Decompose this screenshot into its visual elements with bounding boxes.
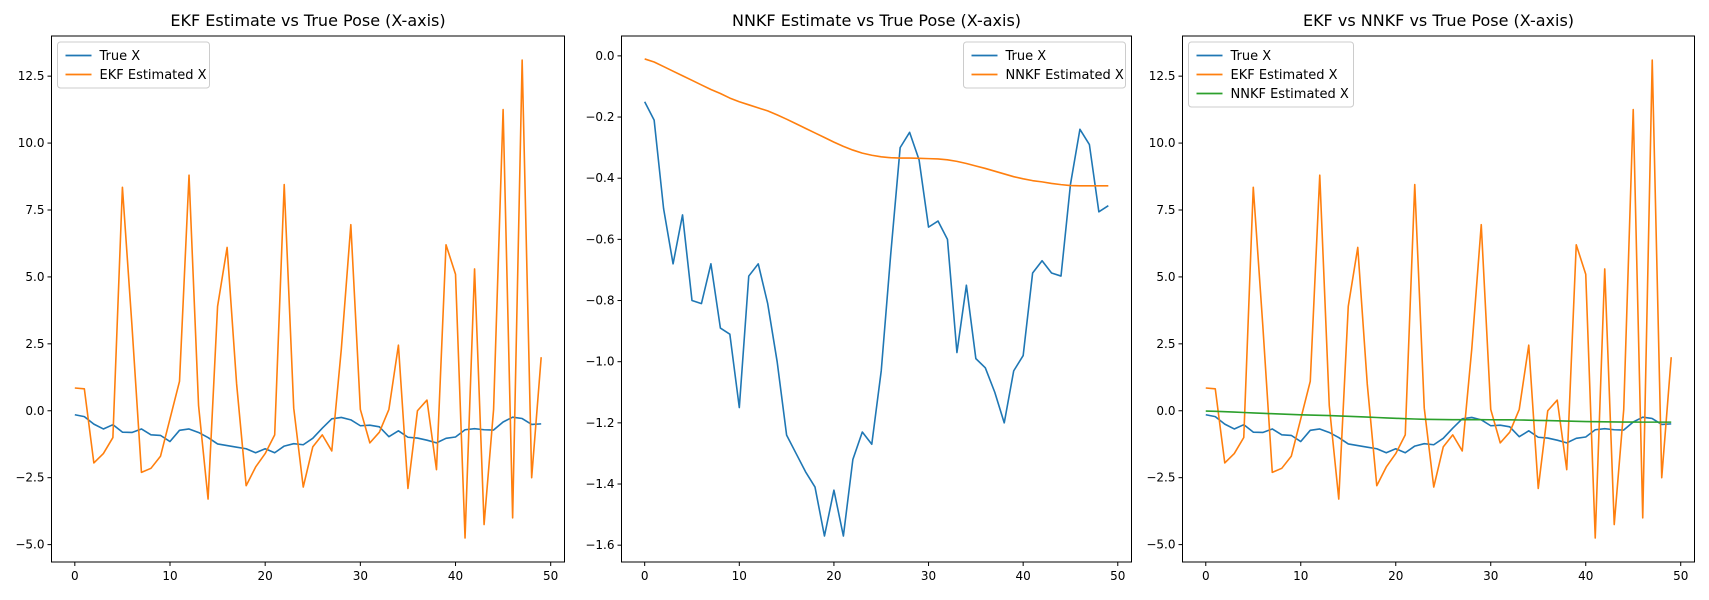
legend-box [963, 41, 1126, 89]
x-tick-label: 0 [641, 569, 649, 583]
series-line-ekf-estimated-x [1205, 59, 1673, 539]
y-tick-label: 10.0 [18, 136, 45, 150]
x-tick-label: 30 [1483, 569, 1498, 583]
x-tick-label: 40 [1016, 569, 1031, 583]
y-tick-label: −0.6 [585, 232, 614, 246]
series-group [74, 59, 542, 539]
legend-label-true-x: True X [1005, 49, 1047, 64]
y-tick-label: −1.0 [585, 355, 614, 369]
chart-title: EKF vs NNKF vs True Pose (X-axis) [1303, 11, 1574, 30]
axes-frame [51, 35, 565, 563]
legend-label-nnkf-estimated-x: NNKF Estimated X [1006, 68, 1124, 83]
x-tick-label: 10 [162, 569, 177, 583]
y-tick-label: 0.0 [595, 49, 614, 63]
legend: True X EKF Estimated X NNKF Estimated X [1188, 41, 1354, 108]
y-tick-label: 5.0 [25, 270, 44, 284]
y-tick-label: −1.6 [585, 538, 614, 552]
legend: True X EKF Estimated X [57, 41, 210, 89]
y-tick-label: 7.5 [1156, 203, 1175, 217]
legend-label-true-x: True X [1230, 49, 1272, 64]
x-tick-label: 10 [732, 569, 747, 583]
legend: True X NNKF Estimated X [963, 41, 1126, 89]
chart-panel-comparison: EKF vs NNKF vs True Pose (X-axis) 0 10 20 30… [1146, 11, 1695, 583]
y-tick-label: −0.2 [585, 110, 614, 124]
y-tick-label: 2.5 [1156, 337, 1175, 351]
series-line-ekf-estimated-x [74, 59, 542, 539]
series-line-nnkf-estimated-x [1205, 410, 1672, 423]
x-tick-label: 0 [1202, 569, 1210, 583]
y-tick-label: 0.0 [1156, 404, 1175, 418]
series-line-true-x [1205, 413, 1672, 454]
y-tick-label: −2.5 [15, 471, 44, 485]
x-tick-label: 10 [1293, 569, 1308, 583]
x-tick-label: 30 [921, 569, 936, 583]
series-group [643, 58, 1109, 537]
series-line-true-x [74, 413, 542, 454]
legend-box [57, 41, 210, 89]
y-tick-label: 5.0 [1156, 270, 1175, 284]
y-tick-label: 0.0 [25, 404, 44, 418]
legend-label-true-x: True X [99, 49, 141, 64]
x-tick-label: 40 [448, 569, 463, 583]
y-tick-label: 7.5 [25, 203, 44, 217]
y-tick-label: 12.5 [18, 69, 45, 83]
x-tick-label: 20 [826, 569, 841, 583]
series-line-nnkf-estimated-x [644, 58, 1109, 187]
y-tick-label: −1.2 [585, 416, 614, 430]
y-tick-label: −0.4 [585, 171, 614, 185]
x-tick-label: 20 [258, 569, 273, 583]
x-tick-label: 50 [1673, 569, 1688, 583]
chart-title: NNKF Estimate vs True Pose (X-axis) [732, 11, 1021, 30]
y-tick-label: −0.8 [585, 294, 614, 308]
y-tick-label: 12.5 [1149, 69, 1176, 83]
chart-panel-ekf: EKF Estimate vs True Pose (X-axis) 0 10 20 3… [15, 11, 565, 583]
y-tick-label: 10.0 [1149, 136, 1176, 150]
legend-label-ekf-estimated-x: EKF Estimated X [100, 68, 207, 83]
axes-frame [621, 35, 1132, 563]
y-tick-label: −5.0 [1146, 538, 1175, 552]
x-tick-label: 50 [543, 569, 558, 583]
x-tick-label: 0 [71, 569, 79, 583]
y-tick-label: 2.5 [25, 337, 44, 351]
axes-frame [1182, 35, 1695, 563]
x-tick-label: 20 [1388, 569, 1403, 583]
x-tick-label: 30 [353, 569, 368, 583]
legend-box [1188, 41, 1354, 108]
x-tick-label: 50 [1110, 569, 1125, 583]
legend-label-nnkf-estimated-x: NNKF Estimated X [1231, 87, 1349, 102]
x-tick-label: 40 [1578, 569, 1593, 583]
series-line-true-x [643, 101, 1109, 537]
chart-panel-nnkf: NNKF Estimate vs True Pose (X-axis) 0 10 20… [585, 11, 1132, 583]
y-tick-label: −1.4 [585, 477, 614, 491]
legend-label-ekf-estimated-x: EKF Estimated X [1231, 68, 1338, 83]
chart-title: EKF Estimate vs True Pose (X-axis) [170, 11, 445, 30]
y-tick-label: −5.0 [15, 538, 44, 552]
y-tick-label: −2.5 [1146, 471, 1175, 485]
series-group [1205, 59, 1673, 539]
